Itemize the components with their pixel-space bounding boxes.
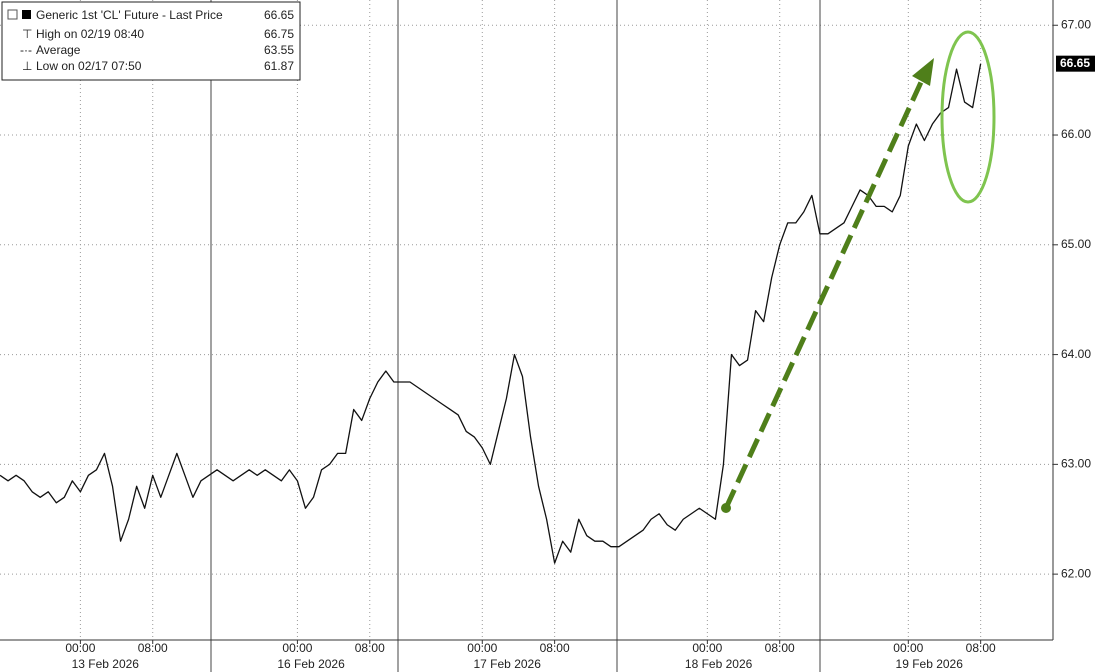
- legend-swatch: [22, 10, 31, 19]
- legend-value: 66.65: [264, 8, 294, 22]
- y-tick-label: 65.00: [1061, 237, 1091, 251]
- legend-title: Generic 1st 'CL' Future - Last Price: [36, 8, 223, 22]
- legend-label: Low on 02/17 07:50: [36, 59, 142, 73]
- arrow-head: [912, 58, 934, 86]
- x-tick-label: 08:00: [355, 641, 385, 655]
- legend-icon: [7, 9, 18, 20]
- date-label: 18 Feb 2026: [685, 657, 753, 671]
- legend-label: High on 02/19 08:40: [36, 27, 144, 41]
- legend-label: Average: [36, 43, 81, 57]
- x-tick-label: 08:00: [138, 641, 168, 655]
- x-tick-label: 00:00: [893, 641, 923, 655]
- highlight-ellipse: [940, 30, 996, 204]
- legend-icon: -·-: [20, 43, 32, 57]
- y-tick-label: 63.00: [1061, 457, 1091, 471]
- legend-icon: ⊤: [22, 27, 32, 41]
- price-line: [0, 63, 982, 564]
- x-tick-label: 08:00: [540, 641, 570, 655]
- x-tick-label: 00:00: [467, 641, 497, 655]
- last-price-label: 66.65: [1060, 56, 1090, 70]
- trend-arrow: [723, 78, 925, 510]
- session-separators: [210, 0, 821, 672]
- x-tick-label: 00:00: [692, 641, 722, 655]
- y-tick-label: 66.00: [1061, 127, 1091, 141]
- axes: 62.00 63.00 64.00 65.00 66.00 67.00 00:00 08:00…: [65, 17, 1095, 671]
- annotation: [721, 30, 996, 513]
- legend-box: [1, 1, 301, 81]
- grid: [0, 0, 1053, 640]
- date-label: 16 Feb 2026: [277, 657, 345, 671]
- y-tick-label: 64.00: [1061, 347, 1091, 361]
- last-price-tag: [1056, 55, 1095, 72]
- legend: Generic 1st 'CL' Future - Last Price 66.…: [1, 1, 301, 81]
- x-tick-label: 08:00: [966, 641, 996, 655]
- arrow-origin: [721, 503, 731, 513]
- x-tick-label: 08:00: [765, 641, 795, 655]
- y-tick-label: 62.00: [1061, 566, 1091, 580]
- legend-value: 63.55: [264, 43, 294, 57]
- legend-value: 66.75: [264, 27, 294, 41]
- x-tick-label: 00:00: [65, 641, 95, 655]
- y-tick-label: 67.00: [1061, 17, 1091, 31]
- x-tick-label: 00:00: [282, 641, 312, 655]
- date-label: 17 Feb 2026: [474, 657, 542, 671]
- date-label: 13 Feb 2026: [72, 657, 140, 671]
- date-label: 19 Feb 2026: [896, 657, 964, 671]
- plot: [0, 63, 982, 564]
- legend-icon: ⊥: [22, 59, 32, 73]
- legend-value: 61.87: [264, 59, 294, 73]
